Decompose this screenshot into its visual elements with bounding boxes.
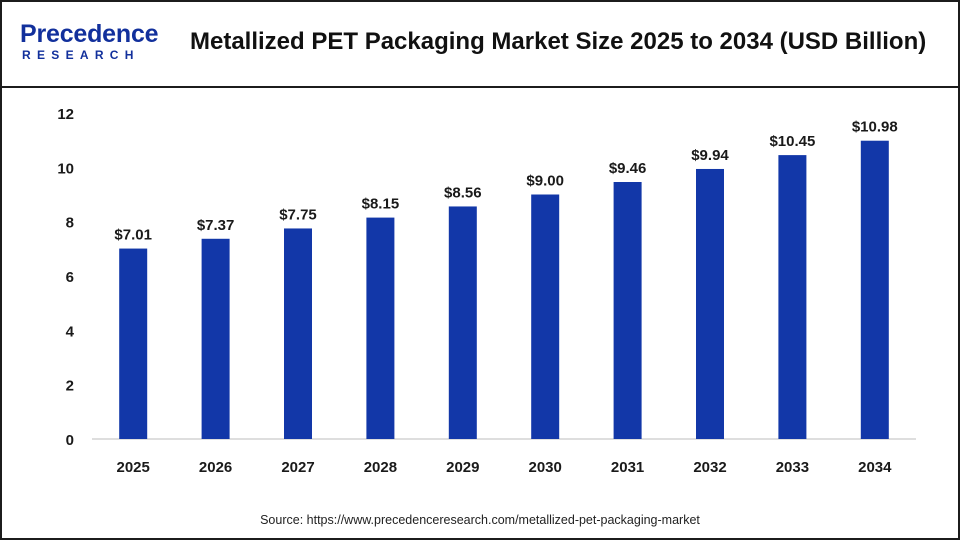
y-tick-label: 2 [66,378,74,395]
y-tick-label: 10 [57,160,74,177]
data-label: $10.98 [852,119,898,136]
bar [448,206,477,439]
brand-subname: RESEARCH [22,48,140,62]
chart-title: Metallized PET Packaging Market Size 202… [190,28,927,55]
bar [284,228,312,439]
y-tick-label: 4 [66,323,75,340]
bar [860,140,889,439]
y-tick-label: 6 [66,269,74,286]
bar [613,182,642,439]
data-label: $10.45 [769,133,815,150]
x-tick-label: 2032 [693,459,726,476]
data-label: $9.00 [526,173,564,190]
x-tick-label: 2029 [446,459,479,476]
data-label: $9.94 [691,147,729,164]
bar [119,248,148,439]
y-tick-label: 12 [57,106,74,123]
data-labels: $7.01 $7.37 $7.75 $8.15 $8.56 $9.00 $9.46 $9.94… [114,119,897,244]
data-label: $8.56 [444,184,482,201]
bar [366,217,395,439]
x-tick-label: 2026 [199,459,232,476]
y-tick-label: 8 [66,215,74,232]
x-tick-label: 2025 [117,459,150,476]
x-tick-label: 2034 [858,459,892,476]
y-tick-label: 0 [66,432,74,449]
header: Precedence RESEARCH Metallized PET Packa… [2,2,958,88]
data-label: $7.01 [114,227,152,244]
bar [201,238,230,439]
data-label: $7.75 [279,206,317,223]
x-tick-label: 2031 [611,459,644,476]
x-axis: 2025 2026 2027 2028 2029 2030 2031 2032 2033 2034 [92,438,916,476]
x-tick-label: 2027 [281,459,314,476]
brand-name: Precedence [20,20,159,48]
x-tick-label: 2033 [776,459,809,476]
data-label: $9.46 [609,160,647,177]
data-label: $8.15 [362,196,400,213]
data-label: $7.37 [197,217,235,234]
y-axis: 0 2 4 6 8 10 12 [57,106,74,449]
x-tick-label: 2030 [529,459,562,476]
source-note: Source: https://www.precedenceresearch.c… [260,513,700,527]
brand-logo: Precedence RESEARCH [16,20,166,64]
bar [778,155,807,439]
bar [696,168,724,440]
x-tick-label: 2028 [364,459,397,476]
bars [119,140,889,440]
bar [531,194,560,439]
